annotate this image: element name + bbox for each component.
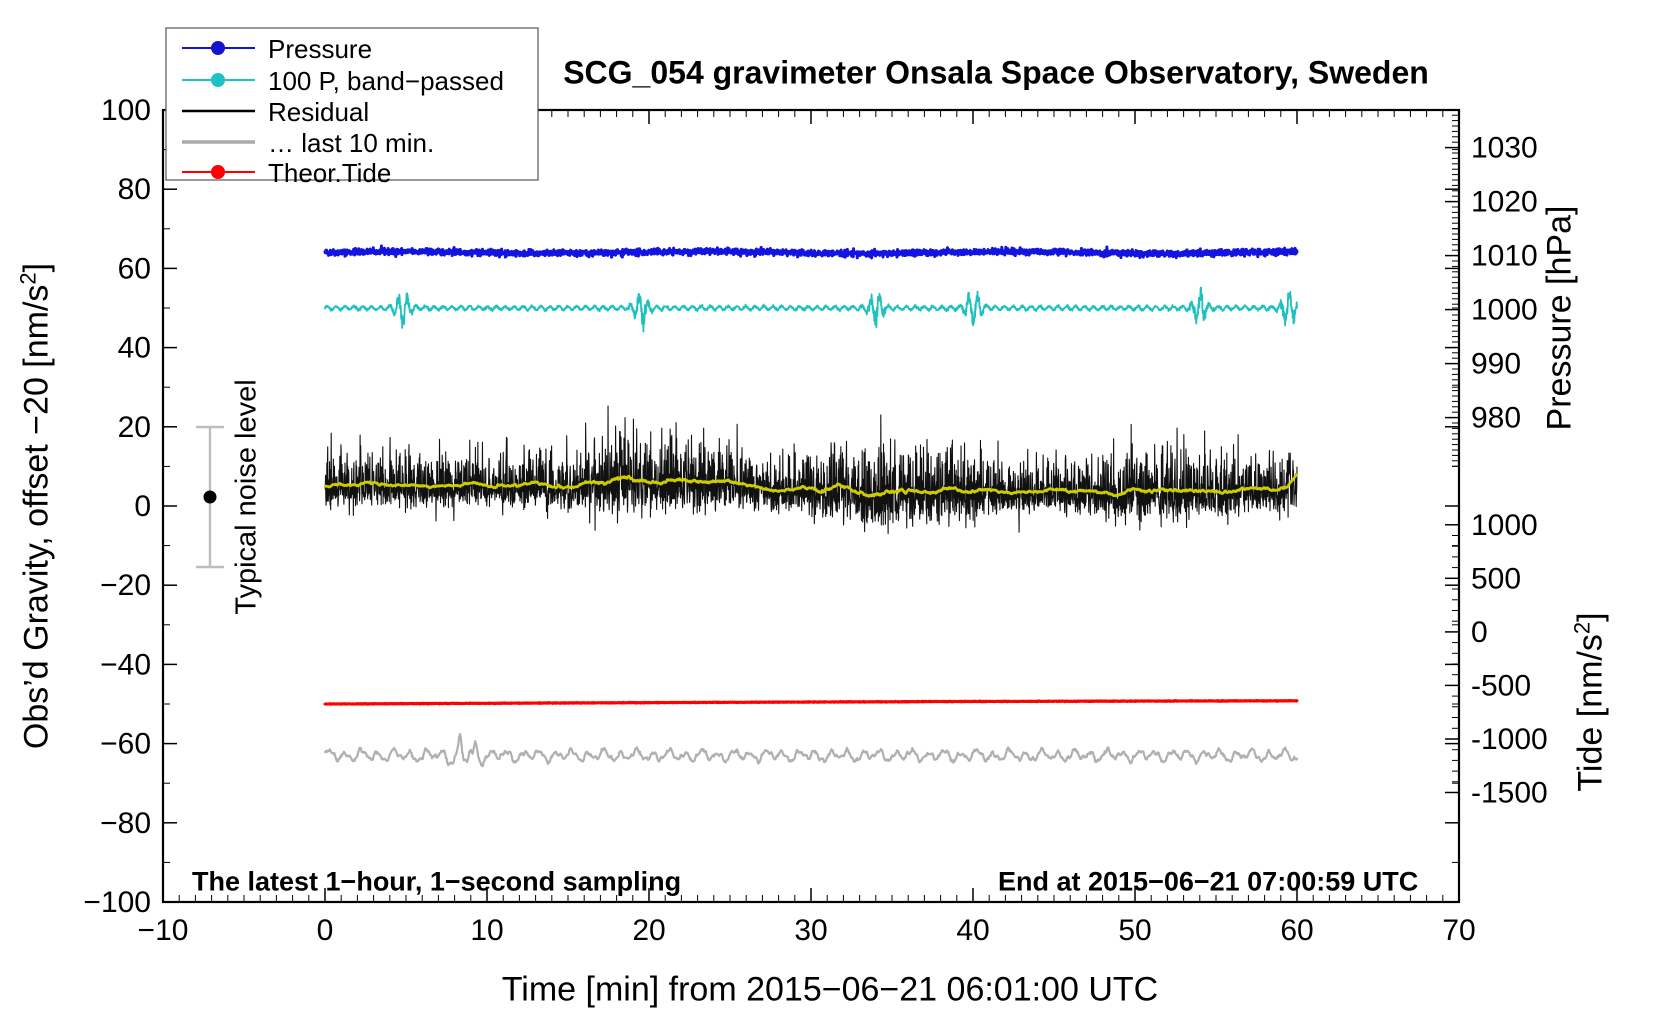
svg-text:40: 40 bbox=[118, 332, 151, 365]
svg-text:60: 60 bbox=[118, 252, 151, 285]
svg-text:… last 10 min.: … last 10 min. bbox=[268, 128, 434, 158]
svg-text:−60: −60 bbox=[100, 728, 151, 761]
svg-text:60: 60 bbox=[1280, 914, 1313, 947]
svg-text:0: 0 bbox=[317, 914, 334, 947]
svg-text:Theor.Tide: Theor.Tide bbox=[268, 158, 391, 188]
svg-text:1000: 1000 bbox=[1471, 294, 1538, 327]
svg-text:990: 990 bbox=[1471, 348, 1521, 381]
svg-text:-500: -500 bbox=[1471, 669, 1531, 702]
svg-text:80: 80 bbox=[118, 173, 151, 206]
svg-text:1000: 1000 bbox=[1471, 509, 1538, 542]
svg-text:50: 50 bbox=[1118, 914, 1151, 947]
svg-text:1020: 1020 bbox=[1471, 186, 1538, 219]
svg-text:-1000: -1000 bbox=[1471, 723, 1548, 756]
svg-text:−40: −40 bbox=[100, 648, 151, 681]
svg-text:0: 0 bbox=[134, 490, 151, 523]
svg-text:20: 20 bbox=[632, 914, 665, 947]
svg-text:980: 980 bbox=[1471, 402, 1521, 435]
svg-text:−100: −100 bbox=[83, 886, 151, 919]
svg-text:1010: 1010 bbox=[1471, 240, 1538, 273]
svg-text:100: 100 bbox=[101, 94, 151, 127]
svg-text:-1500: -1500 bbox=[1471, 777, 1548, 810]
svg-text:1030: 1030 bbox=[1471, 132, 1538, 165]
svg-text:20: 20 bbox=[118, 411, 151, 444]
svg-text:Residual: Residual bbox=[268, 97, 369, 127]
svg-text:70: 70 bbox=[1442, 914, 1475, 947]
svg-text:30: 30 bbox=[794, 914, 827, 947]
svg-text:10: 10 bbox=[470, 914, 503, 947]
svg-text:40: 40 bbox=[956, 914, 989, 947]
svg-text:Pressure: Pressure bbox=[268, 34, 372, 64]
svg-text:0: 0 bbox=[1471, 616, 1488, 649]
svg-text:−80: −80 bbox=[100, 807, 151, 840]
svg-text:100 P, band−passed: 100 P, band−passed bbox=[268, 66, 504, 96]
svg-text:500: 500 bbox=[1471, 562, 1521, 595]
svg-text:−20: −20 bbox=[100, 569, 151, 602]
